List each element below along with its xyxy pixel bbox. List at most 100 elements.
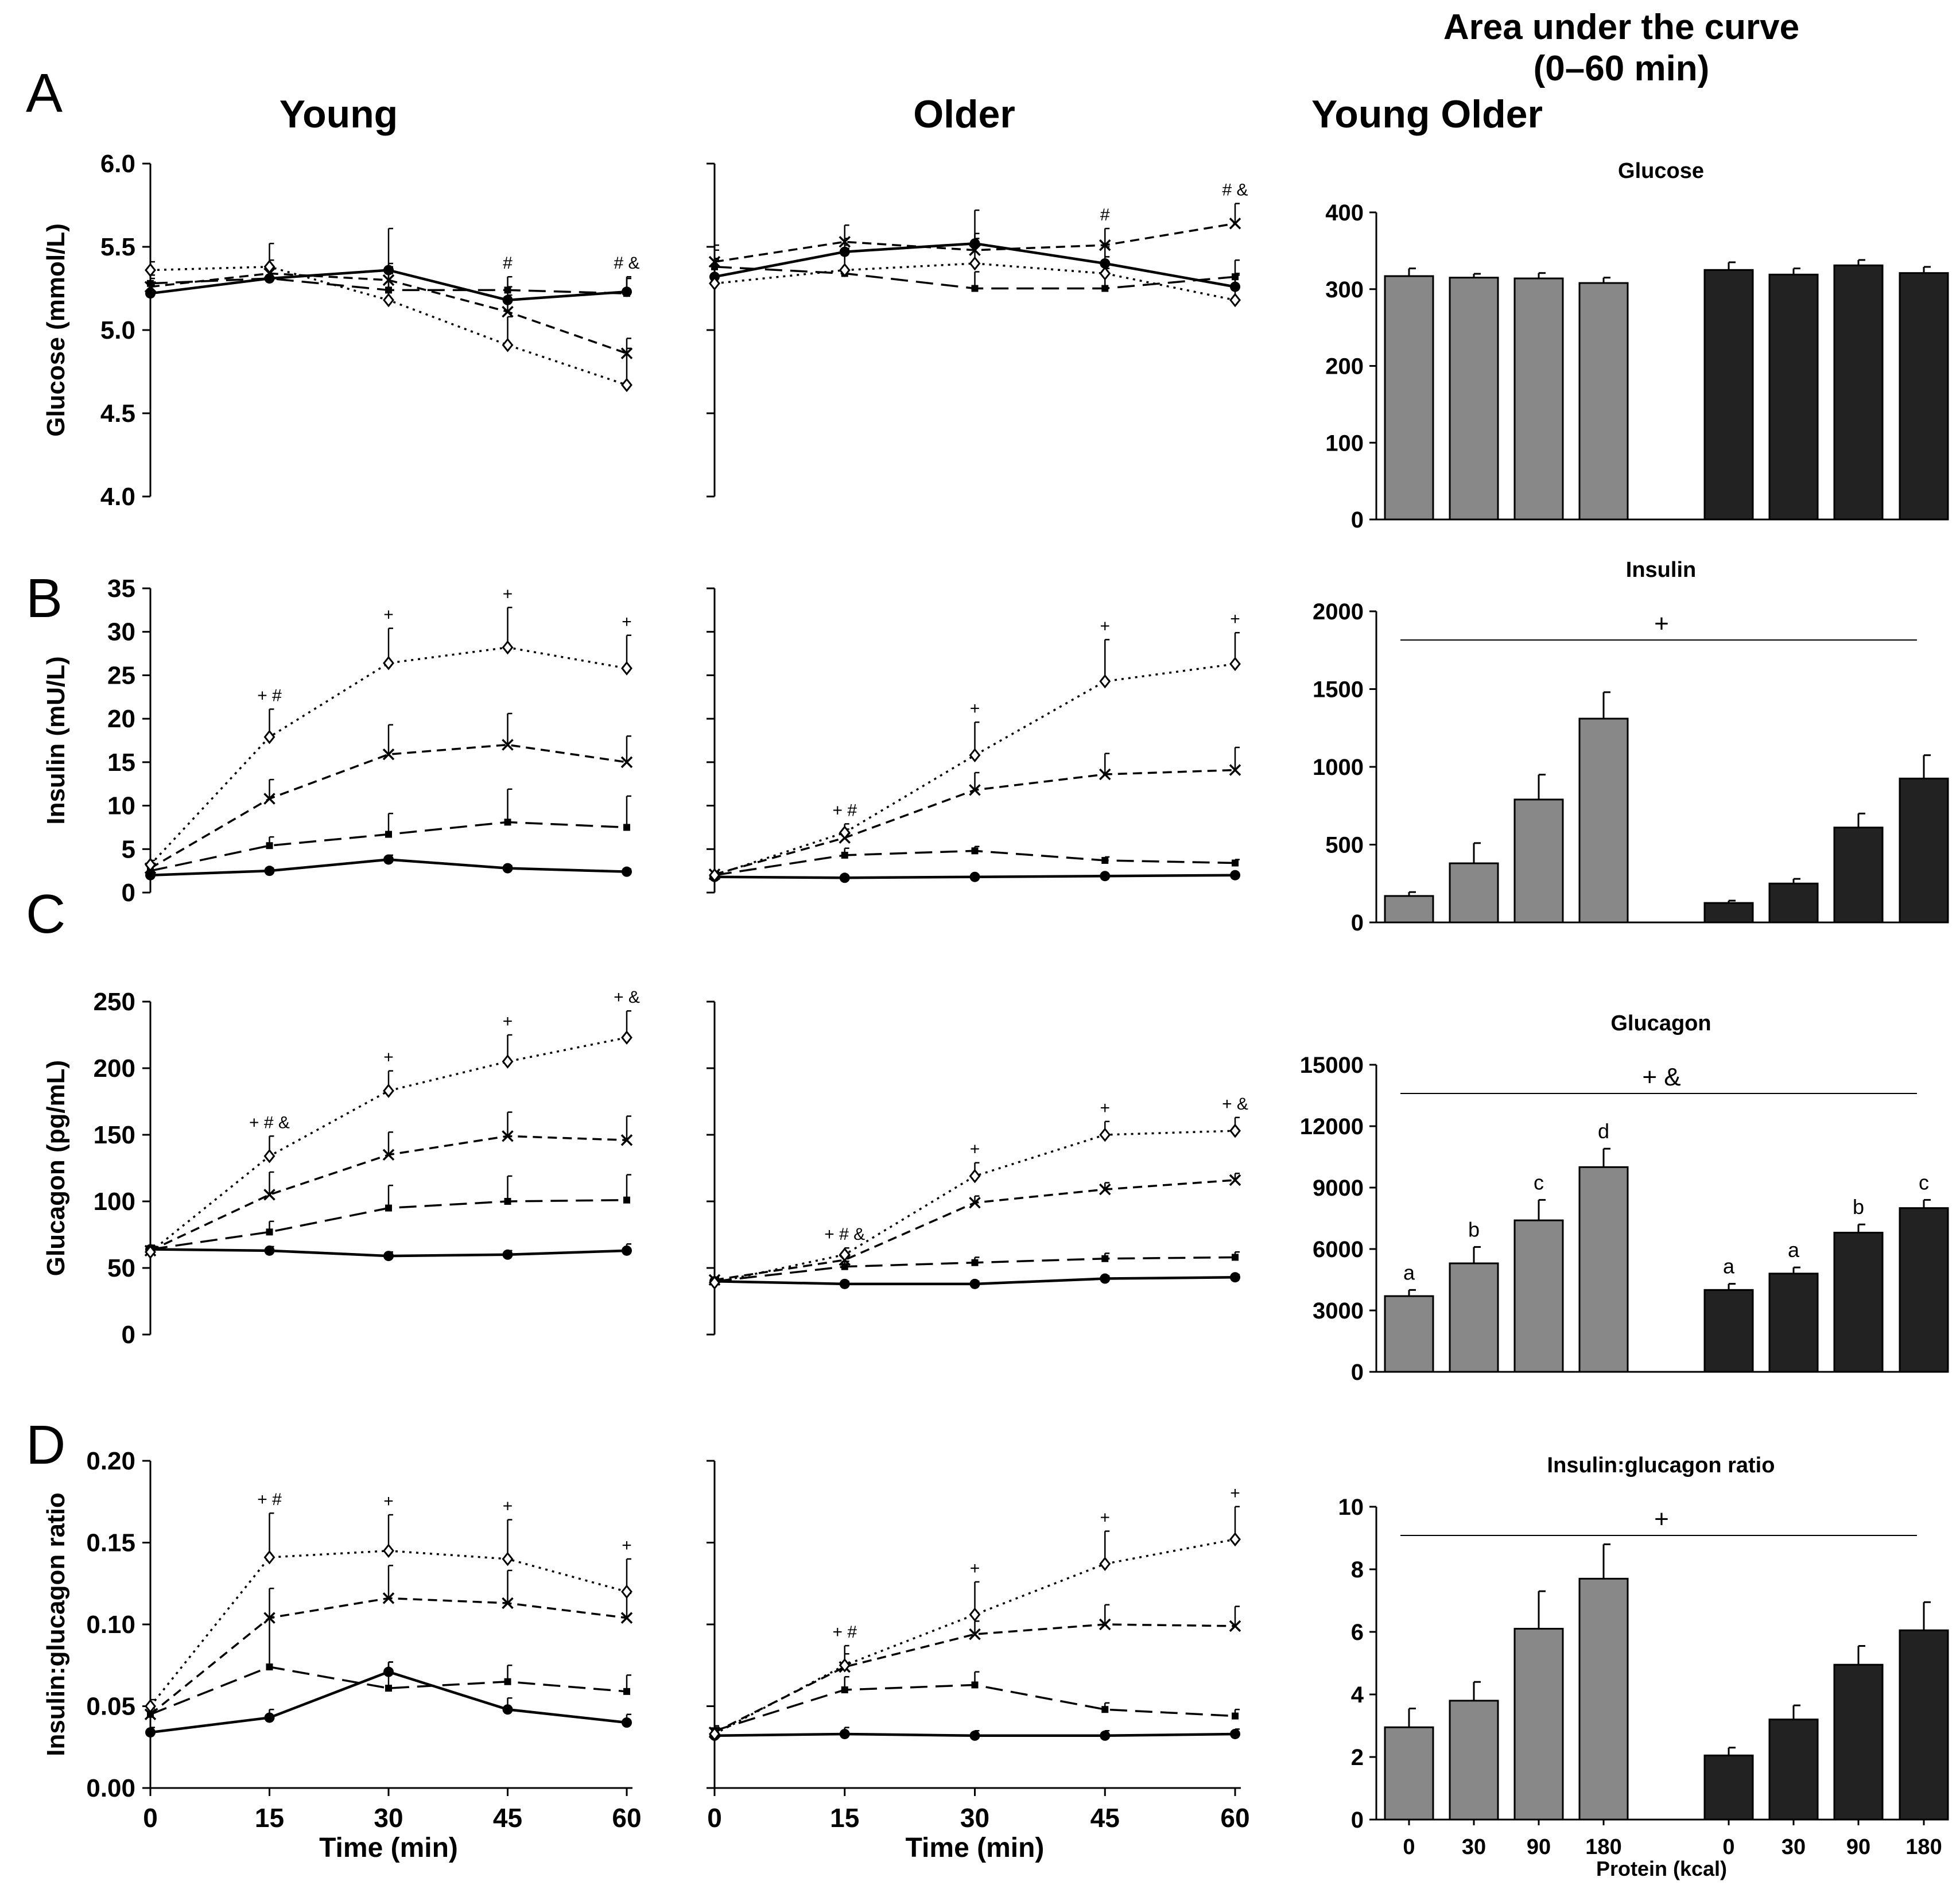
older-series-marker (1229, 1123, 1241, 1138)
older-series-marker (1229, 1620, 1241, 1632)
older-series-marker (709, 1727, 720, 1742)
young-significance-annotation: + # (257, 1490, 282, 1509)
young-x-tick-label: 45 (493, 1803, 522, 1833)
auc-bar-older (1833, 1231, 1884, 1373)
auc-y-tick-label: 15000 (1300, 1053, 1364, 1078)
auc-letter-young: c (1534, 1170, 1544, 1194)
auc-panel-b: Insulin 0 500 1000 1500 2000 + (1313, 558, 1949, 936)
auc-bar-young (1449, 862, 1499, 924)
young-series-marker (383, 854, 394, 865)
auc-bar-older (1768, 1719, 1819, 1821)
auc-y-tick-label: 4 (1351, 1682, 1364, 1708)
young-series-marker (621, 378, 632, 393)
young-series-marker (502, 1054, 514, 1069)
panel-c-young: 0 50 100 150 200 250 + # & + + + & (94, 988, 640, 1349)
auc-title: Glucose (1618, 159, 1704, 183)
panel-a-older: # # & (707, 162, 1248, 498)
auc-bar-young (1578, 1577, 1629, 1821)
young-series-marker (263, 730, 275, 744)
auc-y-tick-label: 6000 (1313, 1237, 1364, 1262)
auc-bar-young (1513, 1219, 1564, 1373)
young-y-tick-label: 100 (94, 1188, 135, 1216)
older-series-marker (1229, 1174, 1241, 1186)
young-series-marker (385, 831, 392, 838)
older-series-marker (969, 784, 981, 796)
young-series-line (150, 743, 627, 870)
auc-letter-young: b (1468, 1217, 1480, 1241)
panel-b-ylabel: Insulin (mU/L) (42, 656, 70, 824)
older-series-marker (841, 1686, 848, 1693)
older-series-marker (1230, 1728, 1240, 1739)
young-series-marker (623, 824, 630, 831)
auc-y-tick-label: 1500 (1313, 677, 1364, 703)
auc-title-line1: Area under the curve (1443, 7, 1799, 47)
young-y-tick-label: 0.20 (86, 1447, 135, 1475)
young-series-marker (623, 1196, 630, 1204)
older-series-marker (969, 1278, 980, 1289)
young-series-marker (145, 288, 156, 299)
auc-bar-young (1513, 798, 1564, 924)
auc-bar-older (1899, 272, 1949, 521)
older-series-marker (969, 1197, 981, 1209)
young-x-tick-label: 15 (255, 1803, 284, 1833)
young-series-marker (145, 1727, 156, 1738)
young-y-tick-label: 5.5 (100, 233, 135, 261)
auc-y-tick-label: 0 (1351, 1360, 1364, 1385)
auc-y-tick-label: 8 (1351, 1557, 1364, 1583)
older-series-marker (969, 256, 981, 271)
young-series-marker (263, 1612, 275, 1624)
young-y-tick-label: 30 (107, 618, 135, 646)
young-series-marker (383, 293, 394, 308)
auc-bar-young (1578, 282, 1629, 521)
auc-bar-young (1449, 1700, 1499, 1821)
auc-bar-older (1899, 1207, 1949, 1373)
panel-b-older: + # + + + (707, 587, 1241, 894)
older-significance-annotation: + # (832, 801, 857, 820)
panel-letter-a: A (26, 63, 63, 124)
older-series-marker (1101, 1255, 1109, 1262)
auc-x-tick-label: 180 (1905, 1835, 1942, 1859)
auc-bar-young (1384, 1726, 1434, 1821)
older-series-marker (1100, 1730, 1111, 1741)
older-series-marker (709, 276, 720, 291)
young-series-marker (263, 1550, 275, 1565)
young-x-tick-label: 60 (612, 1803, 641, 1833)
young-significance-annotation: # & (614, 254, 639, 273)
auc-bar-young (1578, 717, 1629, 924)
auc-significance-label: + (1654, 1505, 1669, 1533)
older-series-marker (969, 871, 980, 882)
young-y-tick-label: 0 (122, 879, 135, 907)
older-x-tick-label: 30 (960, 1803, 989, 1833)
older-series-marker (1229, 764, 1241, 776)
young-series-marker (502, 739, 514, 751)
young-series-line (150, 1666, 627, 1716)
older-x-axis-label: Time (min) (906, 1833, 1045, 1863)
older-series-line (714, 850, 1236, 876)
young-y-tick-label: 25 (107, 661, 135, 689)
auc-panel-a: Glucose 0 100 200 300 400 (1325, 159, 1949, 533)
auc-y-tick-label: 0 (1351, 910, 1364, 936)
auc-x-tick-label: 90 (1527, 1835, 1551, 1859)
young-series-line (149, 1597, 627, 1716)
auc-x-tick-label: 30 (1462, 1835, 1486, 1859)
young-y-tick-label: 10 (107, 792, 135, 820)
older-significance-annotation: + # & (824, 1225, 865, 1244)
auc-y-tick-label: 200 (1325, 354, 1364, 379)
auc-y-tick-label: 500 (1325, 833, 1364, 858)
older-significance-annotation: + (1230, 1484, 1240, 1503)
young-series-marker (622, 1717, 632, 1728)
older-series-marker (1232, 1254, 1239, 1261)
young-y-tick-label: 0.15 (86, 1529, 135, 1557)
young-series-marker (144, 281, 157, 293)
older-series-marker (969, 1730, 980, 1741)
panel-a-ylabel: Glucose (mmol/L) (42, 223, 70, 437)
young-significance-annotation: + (503, 1012, 513, 1031)
older-significance-annotation: + & (1222, 1095, 1248, 1114)
young-series-marker (502, 863, 513, 874)
auc-y-tick-label: 9000 (1313, 1176, 1364, 1201)
auc-y-tick-label: 1000 (1313, 755, 1364, 780)
older-series-marker (1101, 856, 1109, 864)
auc-panel-d: Insulin:glucagon ratio 0 2 4 6 8 10 0 30 90 180 0 30… (1338, 1453, 1949, 1880)
older-series-marker (839, 1247, 851, 1262)
